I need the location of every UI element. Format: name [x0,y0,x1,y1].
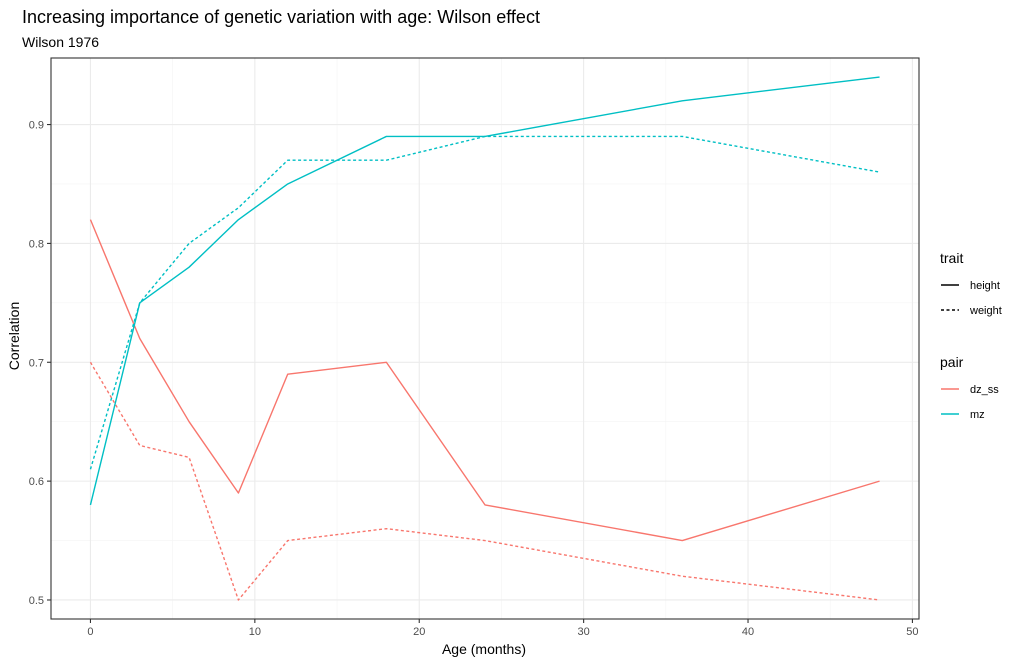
y-axis-title: Correlation [6,302,22,370]
series-line-mz-height [89,76,880,506]
legend-label-dz_ss: dz_ss [970,384,999,396]
series-layer [89,76,880,601]
y-tick-label: 0.9 [29,120,44,132]
x-tick-label: 0 [87,626,93,638]
y-tick-label: 0.6 [29,476,44,488]
legend-title-pair: pair [940,354,964,370]
plot-panel [51,58,919,619]
x-tick-label: 50 [906,626,918,638]
panel-background [51,58,919,619]
y-tick-label: 0.7 [29,357,44,369]
chart-title: Increasing importance of genetic variati… [22,7,540,27]
x-axis-title: Age (months) [442,641,526,657]
y-tick-label: 0.8 [29,238,44,250]
axes-layer: 0 10 20 30 40 50 0.5 0.6 0.7 0.8 0.9 [29,57,920,638]
series-line-dz_ss-height [89,219,880,542]
legend-label-weight: weight [969,305,1002,317]
legend-label-mz: mz [970,409,985,421]
x-tick-label: 30 [578,626,590,638]
x-tick-label: 20 [413,626,425,638]
x-tick-label: 40 [742,626,754,638]
legend-label-height: height [970,280,1000,292]
series-line-dz_ss-weight [89,361,880,601]
y-tick-label: 0.5 [29,595,44,607]
chart-subtitle: Wilson 1976 [22,34,99,50]
panel-border [50,57,920,620]
series-line-mz-weight [89,135,880,470]
legend-title-trait: trait [940,250,963,266]
x-tick-label: 10 [249,626,261,638]
